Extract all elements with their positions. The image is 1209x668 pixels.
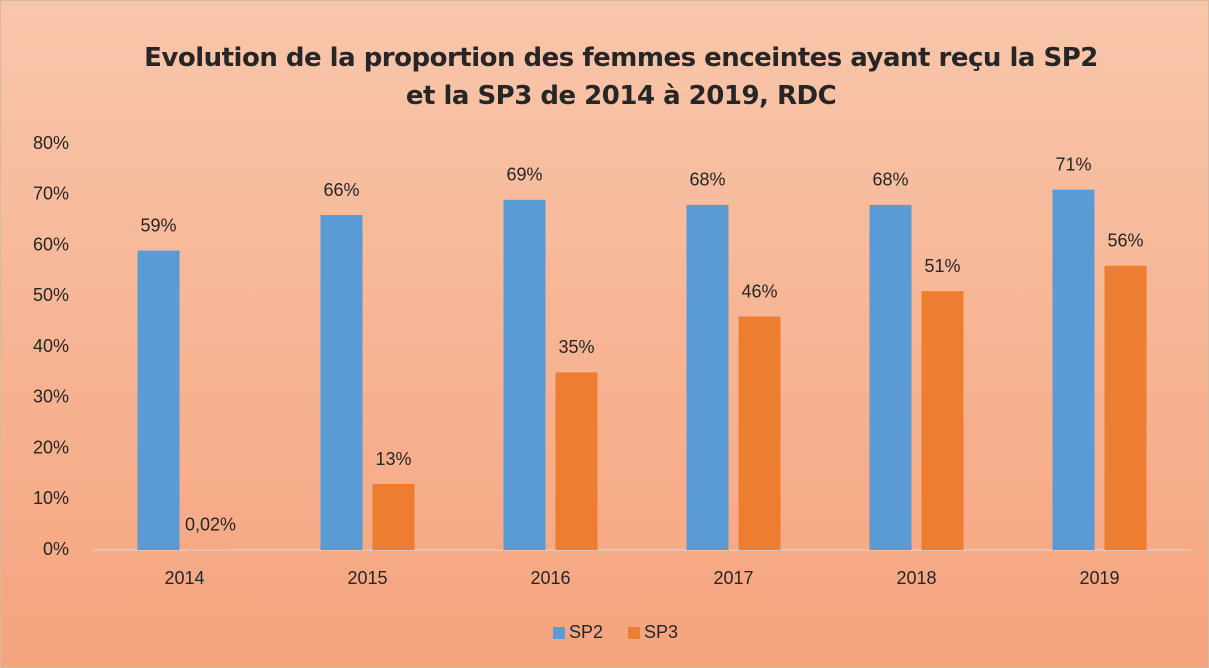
x-tick-label: 2018	[896, 568, 936, 588]
x-tick-label: 2019	[1079, 568, 1119, 588]
y-tick-label: 20%	[33, 437, 69, 457]
y-tick-label: 70%	[33, 184, 69, 204]
y-tick-label: 40%	[33, 336, 69, 356]
legend-swatch	[628, 627, 640, 639]
y-tick-label: 60%	[33, 234, 69, 254]
y-tick-label: 10%	[33, 488, 69, 508]
data-label: 51%	[924, 256, 960, 276]
data-label: 46%	[741, 281, 777, 301]
data-label: 0,02%	[185, 515, 236, 535]
data-label: 68%	[872, 170, 908, 190]
bar	[372, 484, 415, 550]
data-label: 66%	[323, 180, 359, 200]
data-label: 35%	[558, 337, 594, 357]
bar	[1052, 189, 1095, 551]
bar	[137, 250, 180, 550]
y-tick-label: 50%	[33, 285, 69, 305]
data-label: 56%	[1107, 231, 1143, 251]
bar	[921, 291, 964, 550]
data-label: 59%	[140, 215, 176, 235]
data-label: 68%	[689, 170, 725, 190]
bar	[555, 372, 598, 550]
legend-label: SP3	[644, 622, 678, 642]
legend-swatch	[553, 627, 565, 639]
data-label: 69%	[506, 165, 542, 185]
data-label: 13%	[375, 449, 411, 469]
x-tick-label: 2015	[347, 568, 387, 588]
x-tick-label: 2014	[164, 568, 204, 588]
chart-title: Evolution de la proportion des femmes en…	[144, 43, 1098, 111]
data-label: 71%	[1055, 154, 1091, 174]
legend-label: SP2	[569, 622, 603, 642]
bar	[738, 316, 781, 550]
x-tick-label: 2016	[530, 568, 570, 588]
bar	[503, 199, 546, 550]
y-tick-label: 30%	[33, 387, 69, 407]
x-tick-label: 2017	[713, 568, 753, 588]
y-tick-label: 80%	[33, 133, 69, 153]
bar	[1104, 265, 1147, 550]
bar	[686, 204, 729, 550]
y-tick-label: 0%	[43, 539, 69, 559]
bar	[320, 215, 363, 551]
bar	[869, 204, 912, 550]
